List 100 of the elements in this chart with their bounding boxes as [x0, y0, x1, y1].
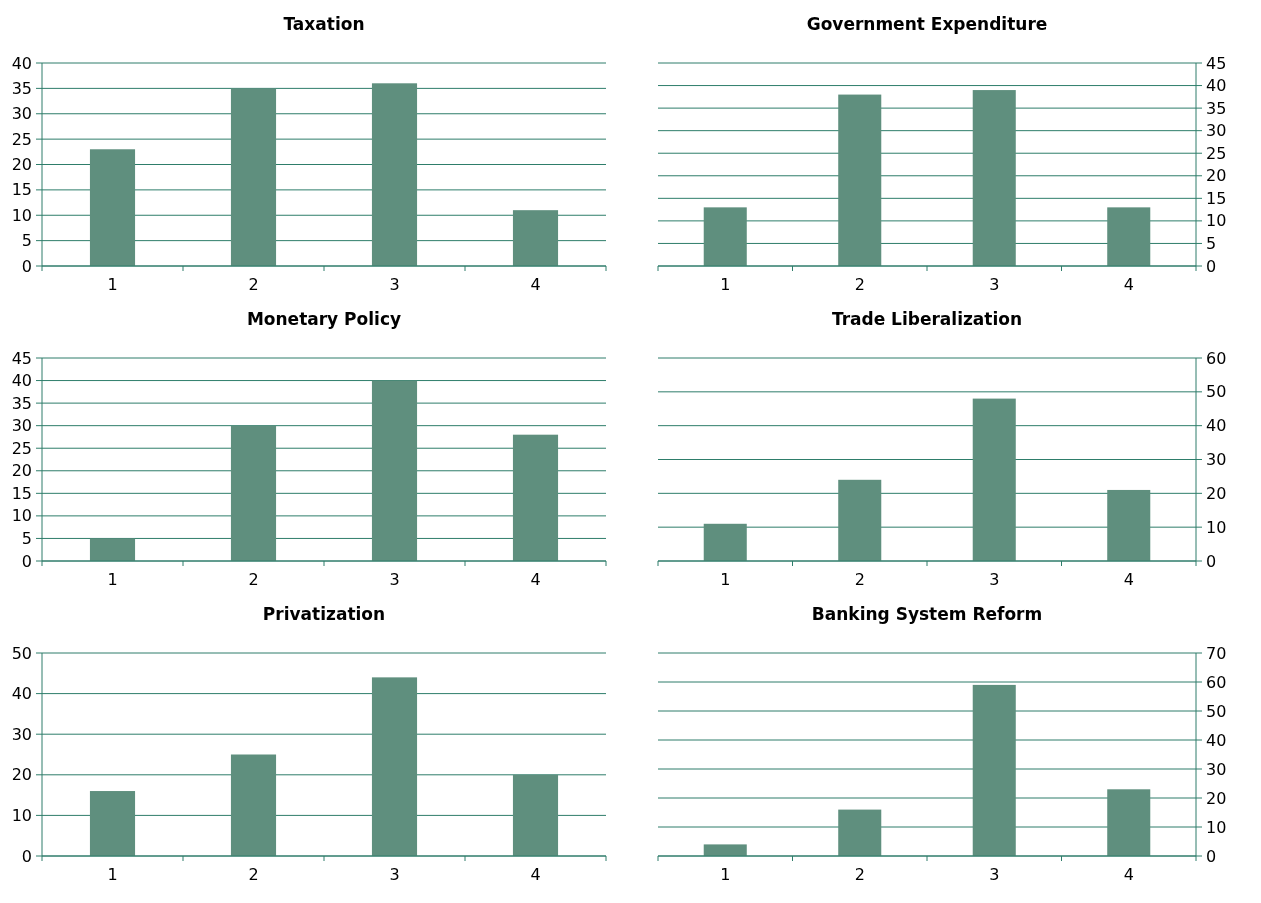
y-tick-label: 10	[11, 506, 32, 526]
bar	[972, 398, 1016, 561]
bar	[838, 94, 882, 266]
y-tick-label: 20	[11, 155, 32, 175]
y-tick-label: 0	[21, 846, 32, 866]
x-tick-label: 3	[389, 275, 400, 294]
bar	[1107, 207, 1151, 266]
x-tick-label: 2	[854, 865, 865, 884]
y-tick-label: 15	[1206, 188, 1227, 208]
bar	[838, 809, 882, 856]
bar	[703, 523, 747, 561]
y-tick-label: 40	[11, 53, 32, 73]
y-tick-label: 30	[1206, 121, 1227, 141]
x-tick-label: 2	[248, 570, 259, 589]
x-tick-label: 2	[248, 275, 259, 294]
x-tick-label: 4	[1123, 570, 1134, 589]
bar	[972, 684, 1016, 856]
y-tick-label: 20	[11, 765, 32, 785]
chart-title: Privatization	[262, 604, 386, 624]
bar	[89, 538, 136, 561]
x-tick-label: 4	[530, 275, 541, 294]
y-tick-label: 0	[1206, 256, 1217, 276]
x-tick-label: 3	[989, 275, 1000, 294]
chart-title: Taxation	[283, 14, 365, 34]
chart-title: Trade Liberalization	[831, 309, 1023, 329]
y-tick-label: 30	[11, 724, 32, 744]
y-tick-label: 5	[21, 231, 32, 251]
y-tick-label: 10	[11, 205, 32, 225]
x-tick-label: 2	[854, 570, 865, 589]
x-tick-label: 1	[107, 865, 118, 884]
y-tick-label: 0	[21, 256, 32, 276]
y-tick-label: 25	[11, 129, 32, 149]
bar	[512, 210, 559, 266]
x-tick-label: 4	[1123, 865, 1134, 884]
x-tick-label: 4	[530, 865, 541, 884]
y-tick-label: 10	[1206, 817, 1227, 837]
chart-title: Government Expenditure	[806, 14, 1048, 34]
bar	[512, 774, 559, 856]
bar	[1107, 789, 1151, 856]
y-tick-label: 15	[11, 180, 32, 200]
x-tick-label: 2	[248, 865, 259, 884]
x-tick-label: 3	[389, 570, 400, 589]
bar	[1107, 489, 1151, 561]
bar	[89, 149, 136, 266]
y-tick-label: 5	[21, 529, 32, 549]
y-tick-label: 20	[1206, 788, 1227, 808]
y-tick-label: 5	[1206, 234, 1217, 254]
y-tick-label: 15	[11, 483, 32, 503]
y-tick-label: 35	[11, 78, 32, 98]
y-tick-label: 30	[11, 416, 32, 436]
y-tick-label: 60	[1206, 672, 1227, 692]
y-tick-label: 50	[1206, 382, 1227, 402]
y-tick-label: 40	[1206, 76, 1227, 96]
y-tick-label: 40	[1206, 730, 1227, 750]
y-tick-label: 45	[11, 348, 32, 368]
bar	[703, 844, 747, 856]
x-tick-label: 4	[530, 570, 541, 589]
bar	[230, 425, 277, 561]
y-tick-label: 50	[1206, 701, 1227, 721]
x-tick-label: 3	[989, 570, 1000, 589]
y-tick-label: 10	[11, 806, 32, 825]
x-tick-label: 1	[720, 865, 731, 884]
y-tick-label: 60	[1206, 348, 1227, 368]
y-tick-label: 45	[1206, 53, 1227, 73]
y-tick-label: 25	[1206, 143, 1227, 163]
bar	[838, 479, 882, 561]
y-tick-label: 50	[11, 643, 32, 663]
y-tick-label: 20	[1206, 483, 1227, 503]
bar	[972, 90, 1016, 266]
bar	[371, 380, 418, 561]
y-tick-label: 0	[1206, 551, 1217, 571]
bar	[371, 677, 418, 856]
y-tick-label: 40	[11, 684, 32, 704]
y-tick-label: 35	[11, 393, 32, 413]
x-tick-label: 4	[1123, 275, 1134, 294]
y-tick-label: 40	[11, 371, 32, 391]
bar	[89, 791, 136, 856]
y-tick-label: 20	[1206, 166, 1227, 186]
y-tick-label: 30	[1206, 759, 1227, 779]
y-tick-label: 70	[1206, 643, 1227, 663]
y-tick-label: 40	[1206, 416, 1227, 436]
y-tick-label: 35	[1206, 98, 1227, 118]
bar	[512, 434, 559, 561]
y-tick-label: 10	[1206, 517, 1227, 537]
y-tick-label: 0	[21, 551, 32, 571]
y-tick-label: 10	[1206, 211, 1227, 231]
x-tick-label: 3	[989, 865, 1000, 884]
y-tick-label: 30	[11, 104, 32, 124]
chart-title: Banking System Reform	[811, 604, 1043, 624]
x-tick-label: 1	[107, 570, 118, 589]
x-tick-label: 1	[720, 570, 731, 589]
y-tick-label: 20	[11, 461, 32, 481]
x-tick-label: 2	[854, 275, 865, 294]
x-tick-label: 1	[107, 275, 118, 294]
bar	[371, 83, 418, 266]
x-tick-label: 1	[720, 275, 731, 294]
x-tick-label: 3	[389, 865, 400, 884]
chart-title: Monetary Policy	[246, 309, 402, 329]
bar	[703, 207, 747, 266]
bar	[230, 88, 277, 266]
